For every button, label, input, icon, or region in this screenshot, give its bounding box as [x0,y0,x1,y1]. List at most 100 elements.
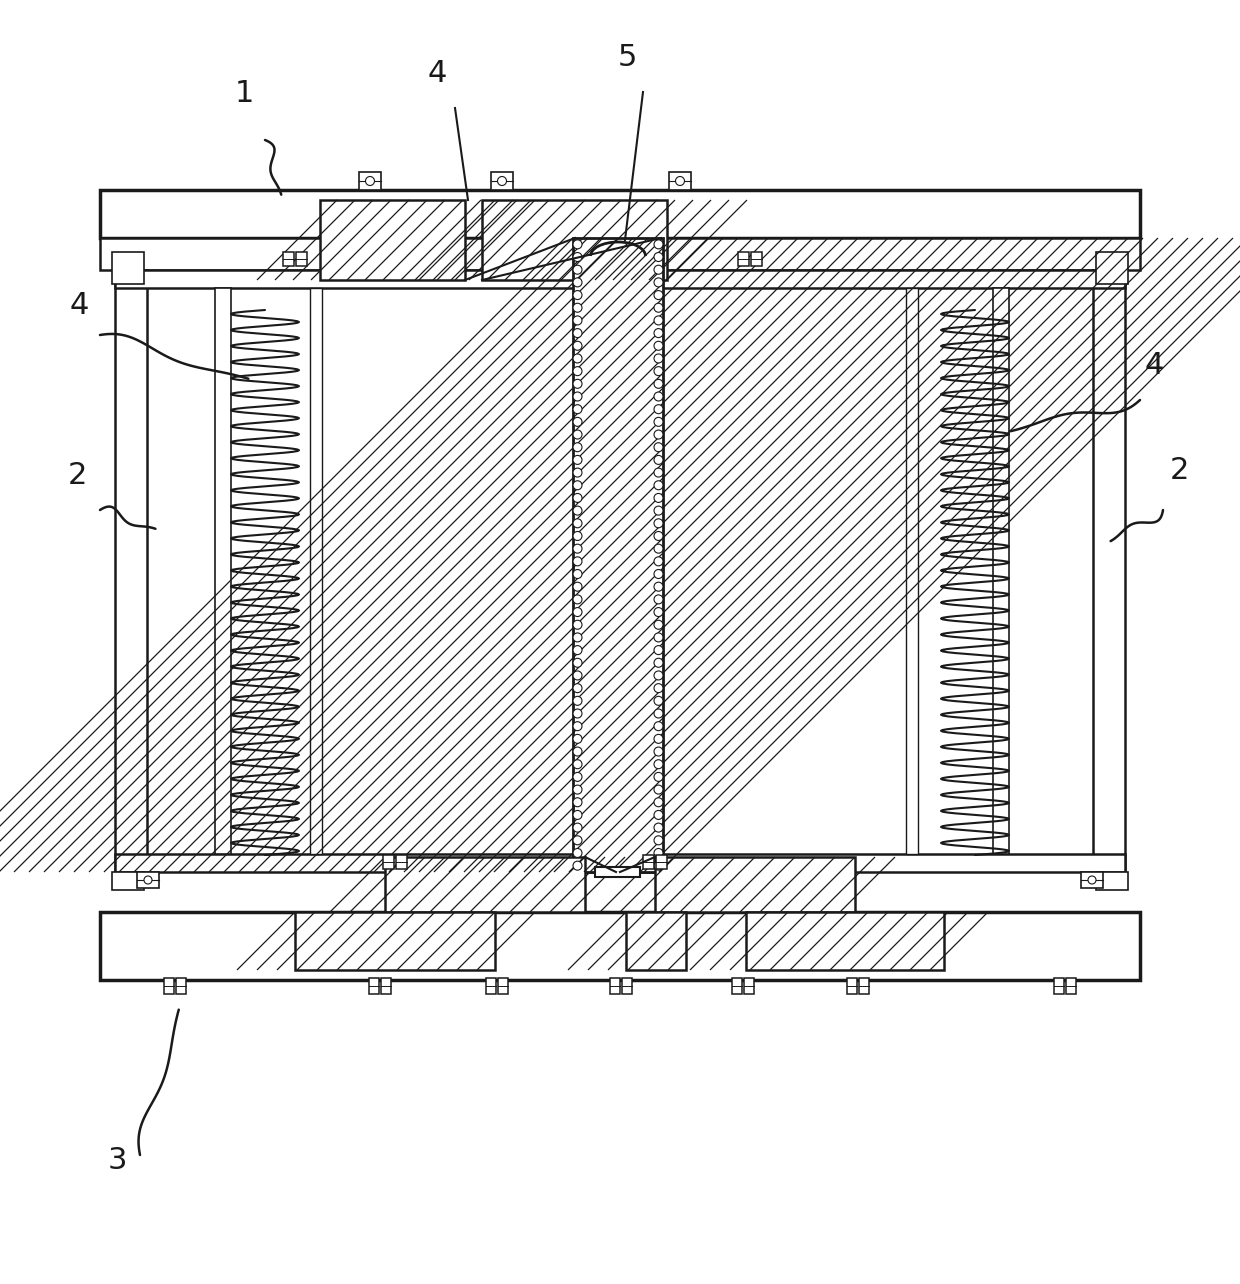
Circle shape [653,785,663,794]
Circle shape [573,367,582,376]
Bar [360,172,381,190]
Bar [491,172,513,190]
Circle shape [573,607,582,616]
Bar [847,978,857,994]
Circle shape [653,797,663,806]
Circle shape [573,342,582,351]
Circle shape [653,582,663,591]
Bar [1096,872,1128,890]
Circle shape [653,480,663,489]
Bar [1081,872,1104,889]
Circle shape [573,734,582,743]
Circle shape [653,443,663,452]
Circle shape [573,443,582,452]
Bar [655,856,856,912]
Circle shape [653,342,663,351]
Bar [622,978,632,994]
Circle shape [653,862,663,871]
Bar [751,252,763,266]
Circle shape [676,176,684,185]
Bar [655,856,856,912]
Circle shape [573,722,582,731]
Circle shape [653,722,663,731]
Bar [482,200,667,280]
Bar [100,912,1140,980]
Bar [732,978,742,994]
Circle shape [653,659,663,668]
Circle shape [653,532,663,541]
Circle shape [653,544,663,553]
Circle shape [653,456,663,465]
Circle shape [573,392,582,401]
Circle shape [573,633,582,642]
Circle shape [653,823,663,832]
Text: 4: 4 [1145,351,1164,380]
Circle shape [653,594,663,603]
Bar [626,912,686,969]
Bar [1092,270,1125,872]
Bar [295,912,495,969]
Circle shape [653,266,663,275]
Bar [381,978,391,994]
Circle shape [653,646,663,655]
Bar [746,912,944,969]
Circle shape [573,329,582,338]
Bar [610,978,620,994]
Bar [744,978,754,994]
Bar [1054,978,1064,994]
Circle shape [573,797,582,806]
Circle shape [573,659,582,668]
Circle shape [573,696,582,705]
Circle shape [653,277,663,286]
Circle shape [653,290,663,299]
Circle shape [573,683,582,692]
Bar [296,252,308,266]
Circle shape [573,532,582,541]
Circle shape [573,480,582,489]
Circle shape [653,430,663,439]
Text: 4: 4 [69,291,89,320]
Circle shape [573,506,582,515]
Bar [626,912,686,969]
Text: 2: 2 [68,461,87,490]
Circle shape [573,582,582,591]
Circle shape [573,316,582,325]
Text: 5: 5 [618,42,637,72]
Circle shape [573,773,582,782]
Circle shape [573,646,582,655]
Text: 2: 2 [1171,456,1189,485]
Bar [320,200,465,280]
Circle shape [1087,876,1096,883]
Bar [164,978,174,994]
Bar [384,856,585,912]
Circle shape [653,747,663,756]
Bar [573,238,663,872]
Circle shape [653,303,663,312]
Circle shape [653,570,663,579]
Circle shape [653,493,663,502]
Circle shape [653,240,663,249]
Bar [906,288,918,854]
Circle shape [653,849,663,858]
Circle shape [573,290,582,299]
Bar [112,872,144,890]
Circle shape [653,696,663,705]
Circle shape [573,760,582,769]
Circle shape [573,823,582,832]
Bar [176,978,186,994]
Bar [295,912,495,969]
Bar [482,200,667,280]
Bar [498,978,508,994]
Circle shape [653,557,663,566]
Circle shape [573,379,582,388]
Circle shape [573,303,582,312]
Circle shape [573,404,582,413]
Circle shape [573,456,582,465]
Bar [100,190,1140,238]
Circle shape [573,810,582,819]
Circle shape [573,266,582,275]
Circle shape [573,417,582,426]
Circle shape [573,354,582,363]
Circle shape [653,469,663,478]
Circle shape [653,417,663,426]
